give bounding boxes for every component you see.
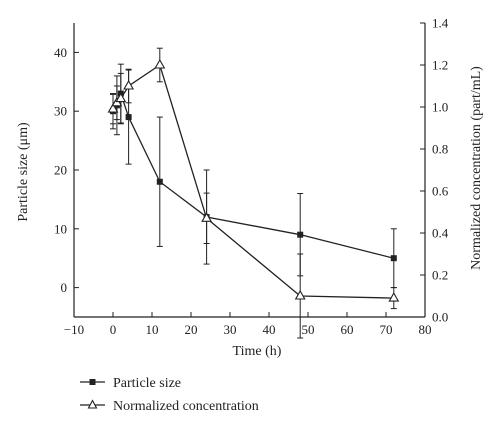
x-tick-label: 60 bbox=[341, 322, 354, 337]
data-point-normalized-concentration bbox=[115, 92, 127, 103]
x-tick-label: 70 bbox=[380, 322, 393, 337]
data-point-normalized-concentration bbox=[294, 289, 306, 300]
y-left-tick-label: 40 bbox=[54, 45, 67, 60]
y-right-tick-label: 0.8 bbox=[432, 142, 448, 157]
y-right-tick-label: 1.2 bbox=[432, 58, 448, 73]
legend-item-normalized-concentration: Normalized concentration bbox=[80, 399, 259, 414]
data-point-normalized-concentration bbox=[107, 102, 119, 113]
y-right-tick-label: 0.2 bbox=[432, 268, 448, 283]
y-left-tick-label: 30 bbox=[54, 104, 67, 119]
series-line-normalized-concentration bbox=[112, 63, 394, 299]
plot-area: −10 0 10 20 30 40 50 60 70 80 0 10 20 30 40 0.0 0.2 0.4 0.… bbox=[54, 16, 449, 339]
data-point-normalized-concentration bbox=[154, 58, 166, 69]
x-tick-label: 20 bbox=[185, 322, 198, 337]
y-left-tick-label: 10 bbox=[54, 221, 67, 236]
y-axis-left-label: Particle size (μm) bbox=[16, 122, 31, 222]
legend: Particle size Normalized concentration bbox=[80, 376, 259, 414]
legend-marker-square bbox=[89, 379, 96, 385]
data-point-particle-size bbox=[125, 114, 132, 121]
legend-item-particle-size: Particle size bbox=[80, 376, 181, 391]
x-tick-label: 0 bbox=[110, 322, 117, 337]
y-axis-right-label: Normalized concentration (part/mL) bbox=[469, 66, 484, 270]
data-point-normalized-concentration bbox=[201, 212, 213, 222]
y-right-tick-label: 0.0 bbox=[432, 310, 448, 325]
x-tick-label: −10 bbox=[64, 322, 84, 337]
x-tick-label: 10 bbox=[146, 322, 159, 337]
y-right-tick-label: 0.4 bbox=[432, 226, 449, 241]
y-right-tick-label: 1.0 bbox=[432, 100, 448, 115]
data-point-normalized-concentration bbox=[388, 291, 400, 302]
x-tick-label: 40 bbox=[263, 322, 276, 337]
x-tick-label: 80 bbox=[419, 322, 432, 337]
legend-label-normalized-concentration: Normalized concentration bbox=[113, 399, 259, 414]
data-point-particle-size bbox=[156, 178, 163, 185]
series-line-particle-size bbox=[112, 91, 394, 259]
x-axis-label: Time (h) bbox=[233, 344, 282, 359]
y-right-tick-label: 0.6 bbox=[432, 184, 449, 199]
legend-marker-triangle bbox=[87, 399, 98, 409]
y-right-tick-label: 1.4 bbox=[432, 16, 449, 31]
x-tick-label: 30 bbox=[224, 322, 237, 337]
y-left-tick-label: 0 bbox=[61, 280, 68, 295]
x-tick-label: 50 bbox=[302, 322, 315, 337]
data-point-particle-size bbox=[297, 231, 304, 238]
data-point-normalized-concentration bbox=[123, 79, 135, 90]
legend-label-particle-size: Particle size bbox=[113, 376, 181, 391]
data-point-particle-size bbox=[390, 255, 397, 262]
y-left-tick-label: 20 bbox=[54, 163, 67, 178]
